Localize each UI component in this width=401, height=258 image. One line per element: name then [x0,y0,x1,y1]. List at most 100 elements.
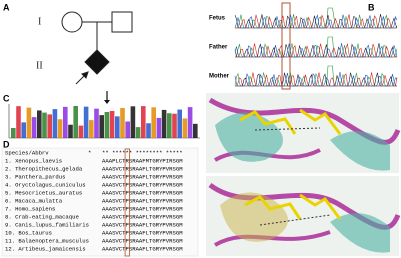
species-name: 2. Theropithecus_gelada [5,165,83,172]
logo-letter [73,106,78,138]
panel-label: D [3,139,10,149]
sequence: AAASVCTPSRAAFLTGRYPVRSGM [102,205,183,212]
generation-label: I [38,16,41,27]
logo-letter [16,106,21,138]
logo-letter [52,109,58,138]
table-frame [1,147,199,257]
species-name: 12. Artibeus_jamaicensis [5,245,86,252]
logo-letter [21,122,26,138]
logo-letter [172,113,177,138]
logo-letter [182,118,188,138]
chromatogram-panel: Fetus Father Mother [209,2,398,90]
logo-letter [193,123,198,138]
proband-symbol [84,49,110,75]
logo-letter [156,117,162,138]
logo-letter [42,112,47,138]
sequence: AAASVCTPSRAAFLTGRYPVRSGM [102,181,183,188]
trace [235,14,397,29]
highlight-box [124,148,130,257]
logo-letter [83,106,89,138]
panel-label: B [368,2,375,12]
header-cell: * [88,149,91,156]
logo-letter [141,106,146,138]
logo-letter [57,119,63,138]
logo-letter [94,108,99,138]
logo-letter [109,110,115,138]
logo-letter [115,116,120,138]
species-name: 10. Bos_taurus [5,229,52,236]
surface [220,192,288,242]
sequence: AAASVCTPSRAAFLTGRYPVRSGM [102,189,183,196]
track-label: Fetus [209,16,226,22]
logo-letter [47,114,52,138]
logo-letter [31,117,37,138]
mother-symbol [61,11,83,33]
interaction [254,127,321,131]
species-name: 9. Canis_lupus_familiaris [5,221,89,228]
species-name: 8. Crab-eating_macaque [5,213,79,220]
species-name: 5. Mesocricetus_auratus [5,189,82,196]
logo-letter [161,109,167,138]
logo-letter [37,110,42,138]
panel-label: A [3,2,10,12]
logo-letter [146,123,151,138]
sequence: AAASVCTPSRAAFLTGRYPVRSGM [102,197,183,204]
logo-letter [130,106,136,138]
logo-letter [167,113,172,138]
logo-letter [68,124,73,138]
species-name: 1. Xenopus_laevis [5,157,62,164]
logo-letter [11,128,16,138]
track-label: Father [209,45,228,51]
sequence: AAAPLCTRSRAAFMTGRYPIRSGM [102,157,183,164]
logo-letter [89,120,94,138]
logo-letter [120,107,125,138]
highlight-box [281,2,291,90]
surface [330,213,390,253]
sequence: AAASVCTPSRAAFLTGRYPVRSGM [102,245,183,252]
logo-letter [63,106,68,138]
pedigree: I II [36,11,133,85]
sequence: AAASVCTPSRAAFLTGRYPVRSGM [102,213,183,220]
logo-letter [78,125,84,138]
species-name: 6. Macaca_mulatta [5,197,63,204]
logo-letter [177,109,182,138]
residue-sticks [239,108,342,135]
father-symbol [111,11,133,33]
trace [234,43,398,58]
trace [234,72,398,87]
logo-letter [151,107,156,138]
logo-letter [125,121,130,138]
alignment-table: Species/Abbrv * ** ****** ******** ***** 1.… [1,147,199,257]
sequence: AAASVCTPSRAAFLTGRYPVRSGM [102,173,183,180]
sequence: AAASVCTPSRAAFLTGRYPVRSGM [102,229,183,236]
surface [330,131,390,171]
logo-letter [187,107,193,138]
trace [234,65,398,87]
species-name: 3. Panthera_pardus [5,173,65,180]
panel-label: C [3,93,10,103]
trace [234,14,398,29]
helix [208,97,401,145]
sequence-logo [8,91,200,139]
structure-panel [206,93,401,256]
species-name: 7. Homo_sapiens [5,205,55,212]
species-name: 11. Balaenoptera_musculus [5,237,89,244]
logo-letter [26,107,32,138]
logo-letter [135,127,141,138]
sequence: AAASVCTPSRAAFLTGRYPVRSGM [102,221,183,228]
residue-sticks [244,193,342,220]
trace [234,13,398,29]
species-name: 4. Oryctolagus_cuniculus [5,181,86,188]
logo-letter [99,115,104,138]
generation-label: II [36,60,43,71]
header-cell: ** ****** ******** ***** [102,149,183,156]
trace [235,72,398,87]
sequence: AAASVCTPSRAAFLTGRYPVRSGM [102,237,183,244]
track-label: Mother [209,74,230,80]
sequence: AAASVCTRSRAAFLTGRYPVRSGM [102,165,183,172]
header-cell: Species/Abbrv [5,149,49,156]
arrow-head [81,71,89,79]
logo-letter [104,111,110,138]
trace [235,42,398,58]
